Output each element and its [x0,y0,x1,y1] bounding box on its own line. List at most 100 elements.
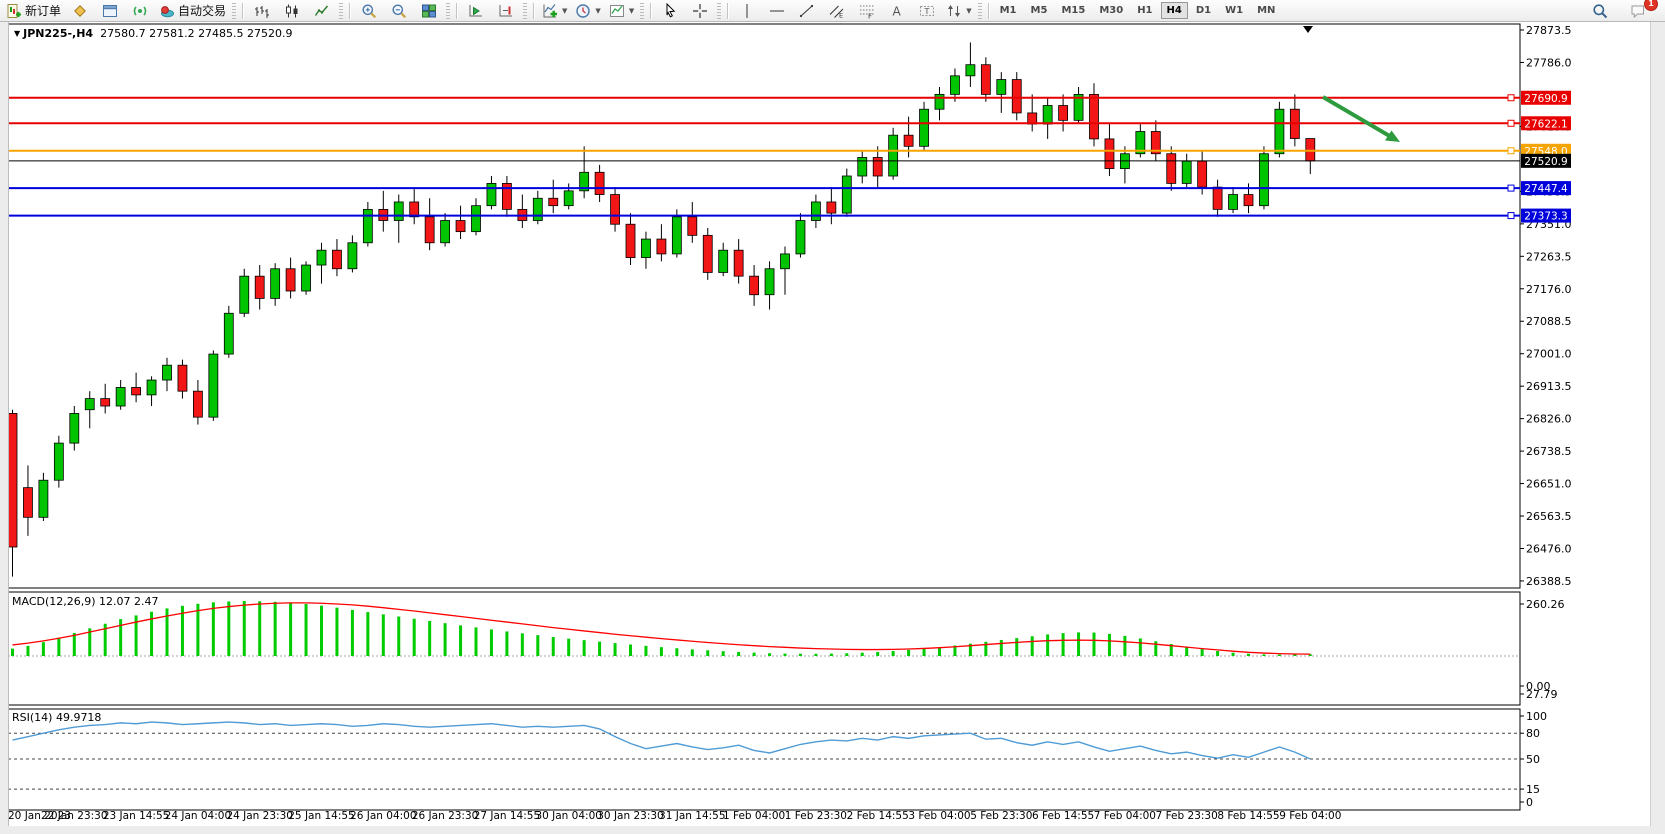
macd-bar [57,637,61,656]
macd-bar [443,623,447,656]
trendline-button[interactable] [792,0,822,22]
macd-bar [150,611,154,656]
trend-arrow-annotation[interactable] [1321,95,1395,140]
zoom-out-button[interactable] [384,0,414,22]
macd-bar [1107,633,1111,656]
candle-body [1058,105,1068,121]
candle-body [270,268,281,299]
candle-body [409,201,420,218]
candlestick-button[interactable] [277,0,307,22]
search-button[interactable] [1585,0,1615,22]
chart-shift-button[interactable] [461,0,491,22]
macd-bar [289,602,293,656]
candle-body [501,183,512,210]
toolbar-grip [446,2,451,19]
candle-body [811,201,821,221]
hline-handle[interactable] [1507,119,1515,127]
candle-body [316,249,327,266]
rsi-tick: 0 [1526,796,1533,809]
channel-button[interactable]: E [822,0,852,22]
price-label-badge [1521,208,1571,223]
macd-bar [629,644,632,656]
symbol-ohlc: 27580.7 27581.2 27485.5 27520.9 [100,27,293,40]
auto-trading-button[interactable]: 自动交易 [155,0,230,22]
arrows-button[interactable]: ▼ [942,0,975,22]
chevron-down-icon[interactable]: ▼ [966,6,972,15]
hline-handle[interactable] [1507,184,1515,192]
indicators-button[interactable]: ▼ [538,0,571,22]
timeframe-mn[interactable]: MN [1257,5,1276,16]
crosshair-button[interactable] [685,0,715,22]
macd-tick: 260.26 [1526,598,1565,611]
hline-handle[interactable] [1507,212,1515,220]
periods-button[interactable]: ▼ [571,0,604,22]
date-tick: 24 Jan 04:00 [165,810,231,822]
horizontal-line-button[interactable] [762,0,792,22]
market-watch-button[interactable] [65,0,95,22]
fibonacci-button[interactable]: F [852,0,882,22]
chevron-down-icon[interactable]: ▼ [628,6,635,15]
candle-body [625,223,636,259]
macd-bar [829,653,833,656]
macd-bar [1277,654,1281,656]
cursor-button[interactable] [655,0,685,22]
date-tick: 26 Jan 04:00 [350,810,416,822]
label-button[interactable]: T [912,0,942,22]
candle-body [764,268,775,296]
candle-body [671,216,682,255]
toolbar-group-chart-type [247,0,337,22]
zoom-in-button[interactable] [354,0,384,22]
trendline-icon [800,4,814,17]
symbol-name: JPN225-,H4 [23,27,94,40]
hline-handle[interactable] [1507,94,1515,102]
chat-button[interactable]: 1 [1623,0,1658,22]
macd-bar [412,618,416,656]
signals-button[interactable] [125,0,155,22]
new-order-button[interactable]: 新订单 [2,0,65,22]
toolbar-grip [232,2,237,19]
timeframe-h4[interactable]: H4 [1160,2,1188,19]
macd-bar [11,648,14,656]
chevron-down-icon[interactable]: ▼ [14,29,21,38]
bar-chart-button[interactable] [247,0,277,22]
auto-scroll-button[interactable] [491,0,521,22]
candle-body [239,275,250,314]
macd-bar [258,601,262,656]
toolbar-separator [727,2,729,19]
timeframe-m15[interactable]: M15 [1061,5,1086,16]
candle-body [440,220,451,244]
hline-handle[interactable] [1507,147,1515,155]
tile-windows-button[interactable] [414,0,444,22]
templates-button[interactable]: ▼ [605,0,638,22]
text-button[interactable]: A [882,0,912,22]
timeframe-m30[interactable]: M30 [1099,5,1124,16]
candle-body [192,390,203,418]
timeframe-m1[interactable]: M1 [999,5,1017,16]
macd-bar [211,602,215,656]
main-pane[interactable] [7,23,1521,589]
date-tick: 2 Feb 14:55 [847,810,909,822]
candle-body [53,442,64,481]
macd-bar [845,653,849,656]
macd-pane[interactable] [7,591,1521,706]
line-chart-button[interactable] [307,0,337,22]
timeframe-w1[interactable]: W1 [1225,5,1244,16]
vertical-line-button[interactable] [732,0,762,22]
chevron-down-icon[interactable]: ▼ [595,6,601,15]
candle-body [702,234,713,273]
rsi-tick: 50 [1526,753,1540,766]
timeframe-d1[interactable]: D1 [1195,5,1212,16]
data-window-button[interactable] [95,0,125,22]
candle-body [1243,194,1254,207]
price-tick: 27088.5 [1526,315,1572,328]
chevron-down-icon[interactable]: ▼ [562,6,568,15]
timeframe-h1[interactable]: H1 [1137,5,1153,16]
timeframe-m5[interactable]: M5 [1030,5,1048,16]
date-tick: 24 Jan 23:30 [226,810,292,822]
macd-bar [520,633,524,656]
date-tick: 25 Jan 14:55 [288,810,354,822]
macd-tick: 0.00 [1526,680,1551,693]
candle-body [594,171,605,195]
